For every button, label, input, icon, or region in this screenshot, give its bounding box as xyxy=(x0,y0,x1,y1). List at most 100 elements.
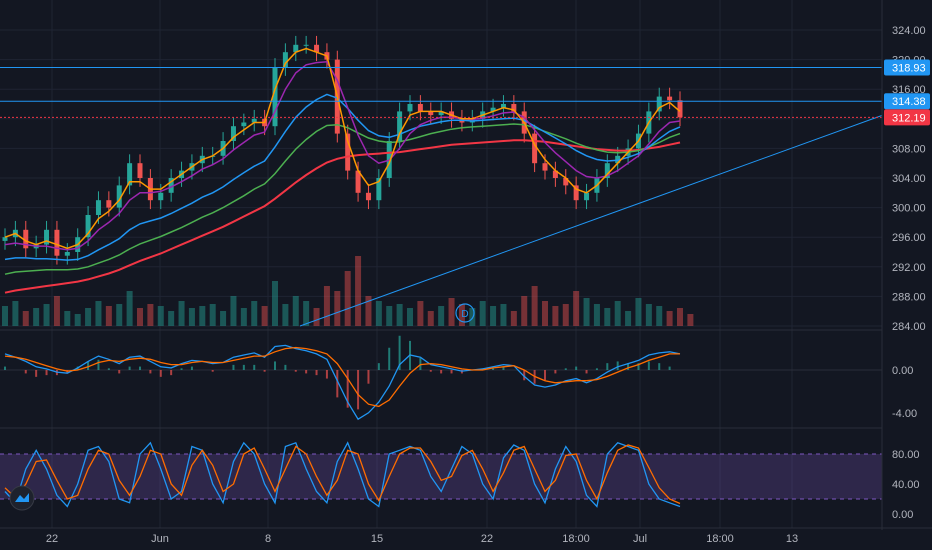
price-axis-background xyxy=(882,0,932,530)
volume-bar xyxy=(64,311,71,326)
candle-body xyxy=(490,107,496,112)
volume-bar xyxy=(303,301,310,326)
volume-bar xyxy=(625,311,632,326)
volume-bar xyxy=(448,298,455,326)
stochastic-pane[interactable] xyxy=(0,441,882,508)
candle-body xyxy=(656,96,662,112)
horizontal-price-lines[interactable] xyxy=(0,67,882,118)
time-tick-label: 22 xyxy=(481,533,493,545)
stochastic-lines xyxy=(4,441,681,508)
volume-bar xyxy=(199,306,206,326)
volume-bar xyxy=(157,306,164,326)
candle-body xyxy=(552,170,558,178)
price-tick-label: 304.00 xyxy=(892,173,926,185)
candle-body xyxy=(230,126,236,141)
price-axis[interactable]: 324.00320.00316.00312.00308.00304.00300.… xyxy=(881,0,932,530)
volume-bar xyxy=(137,308,143,326)
volume-bar xyxy=(22,311,29,326)
moving-average-orange xyxy=(4,47,681,250)
candle-body xyxy=(584,192,590,201)
candle-body xyxy=(365,192,371,201)
candle-body xyxy=(116,185,122,208)
volume-bar xyxy=(552,306,559,326)
volume-bar xyxy=(53,296,60,326)
price-tick-label: 300.00 xyxy=(892,203,926,215)
volume-bar xyxy=(469,308,476,326)
volume-bar xyxy=(323,286,330,326)
volume-bar xyxy=(251,301,258,326)
price-pane[interactable] xyxy=(0,35,931,327)
candle-body xyxy=(293,44,299,53)
candle-body xyxy=(2,237,8,241)
volume-bar xyxy=(479,301,486,326)
macd-tick-labels: 0.00 -4.00 xyxy=(892,365,917,420)
macd-histogram xyxy=(4,335,671,410)
volume-bar xyxy=(521,296,528,326)
price-label: 312.19 xyxy=(884,109,930,126)
volume-bar xyxy=(510,311,517,326)
volume-bar xyxy=(562,304,569,326)
volume-bar xyxy=(490,306,497,326)
price-tick-label: 288.00 xyxy=(892,291,926,303)
moving-average-lines xyxy=(4,47,681,294)
volume-bar xyxy=(272,281,278,326)
candle-body xyxy=(95,200,101,215)
volume-bar xyxy=(355,256,362,326)
candle-body xyxy=(345,133,351,171)
candle-body xyxy=(667,96,673,101)
volume-bar xyxy=(85,308,92,326)
volume-bar xyxy=(635,298,642,326)
stochastic-d-line xyxy=(4,444,681,505)
volume-bar xyxy=(583,298,590,326)
stochastic-tick-label: 40.00 xyxy=(892,479,920,491)
volume-bar xyxy=(33,308,40,326)
volume-bar xyxy=(417,301,424,326)
candle-body xyxy=(677,100,683,118)
price-label-text: 318.93 xyxy=(892,63,926,75)
candle-body xyxy=(44,229,50,245)
candle-body xyxy=(303,44,309,46)
time-tick-label: Jul xyxy=(633,533,647,545)
price-tick-label: 308.00 xyxy=(892,143,926,155)
candle-body xyxy=(54,229,60,256)
volume-bar xyxy=(500,304,507,326)
grid-lines xyxy=(0,0,882,528)
tradingview-logo-icon[interactable] xyxy=(9,485,35,511)
stochastic-tick-labels: 80.00 40.00 0.00 xyxy=(892,449,920,521)
volume-bar xyxy=(438,306,445,326)
volume-bar xyxy=(126,291,133,326)
macd-tick-label: -4.00 xyxy=(892,408,917,420)
volume-bar xyxy=(12,301,19,326)
moving-average-purple xyxy=(4,61,681,251)
volume-bar xyxy=(396,304,403,326)
dividend-marker[interactable]: D xyxy=(455,303,475,323)
candle-body xyxy=(158,192,164,201)
volume-bar xyxy=(427,311,434,326)
moving-average-blue xyxy=(4,93,681,261)
volume-bar xyxy=(614,301,621,326)
volume-bar xyxy=(604,308,611,326)
time-tick-label: 13 xyxy=(786,533,798,545)
time-tick-label: 8 xyxy=(265,533,271,545)
stochastic-tick-label: 80.00 xyxy=(892,449,920,461)
volume-bars xyxy=(2,256,694,326)
volume-bar xyxy=(656,306,663,326)
marker-label: D xyxy=(461,309,468,320)
candle-body xyxy=(137,163,143,178)
macd-pane[interactable] xyxy=(0,335,882,421)
macd-tick-label: 0.00 xyxy=(892,365,913,377)
volume-bar xyxy=(168,311,175,326)
volume-bar xyxy=(407,308,413,326)
volume-bar xyxy=(2,306,8,326)
time-tick-label: Jun xyxy=(151,533,169,545)
trendline[interactable] xyxy=(299,97,931,327)
time-axis[interactable]: 22 Jun 8 15 22 18:00 Jul 18:00 13 xyxy=(0,527,932,545)
candle-body xyxy=(407,104,413,112)
price-tick-label: 296.00 xyxy=(892,232,926,244)
price-label: 314.38 xyxy=(884,93,930,110)
volume-bar xyxy=(365,296,372,326)
signal-line xyxy=(4,346,680,408)
stochastic-k-line xyxy=(4,441,681,508)
